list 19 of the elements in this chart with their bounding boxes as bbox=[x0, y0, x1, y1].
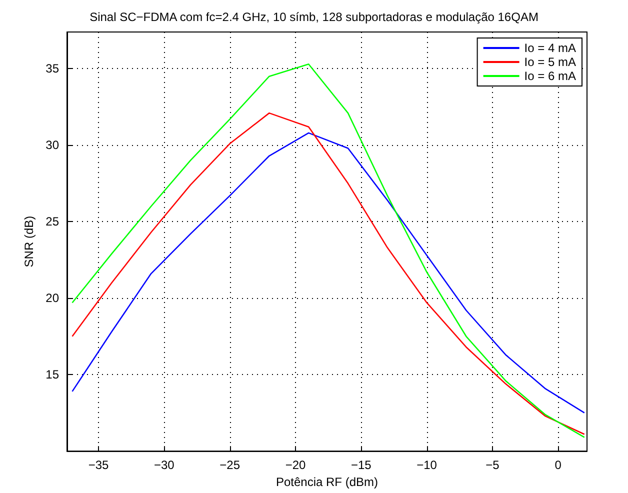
x-tick-label: −10 bbox=[416, 458, 438, 472]
legend-label: Io = 4 mA bbox=[524, 41, 576, 55]
legend-label: Io = 5 mA bbox=[524, 55, 576, 69]
x-tick-label: 0 bbox=[554, 458, 562, 472]
x-axis-title: Potência RF (dBm) bbox=[276, 475, 378, 489]
x-tick-label: −25 bbox=[220, 458, 240, 472]
legend-label: Io = 6 mA bbox=[524, 69, 576, 83]
x-tick-label: −5 bbox=[486, 458, 500, 472]
y-tick-label: 25 bbox=[46, 214, 60, 229]
y-tick-label: 30 bbox=[46, 138, 60, 152]
x-tick-label: −15 bbox=[350, 458, 372, 472]
y-tick-label: 15 bbox=[46, 368, 60, 382]
y-axis-title: SNR (dB) bbox=[22, 216, 36, 268]
x-tick-label: −35 bbox=[88, 458, 110, 472]
chart-title: Sinal SC−FDMA com fc=2.4 GHz, 10 símb, 128 subportadoras e modulação 16QAM bbox=[90, 10, 538, 24]
y-tick-label: 20 bbox=[46, 291, 60, 306]
x-tick-label: −20 bbox=[285, 458, 306, 472]
x-tick-label: −30 bbox=[154, 458, 175, 472]
y-tick-label: 35 bbox=[46, 62, 60, 76]
